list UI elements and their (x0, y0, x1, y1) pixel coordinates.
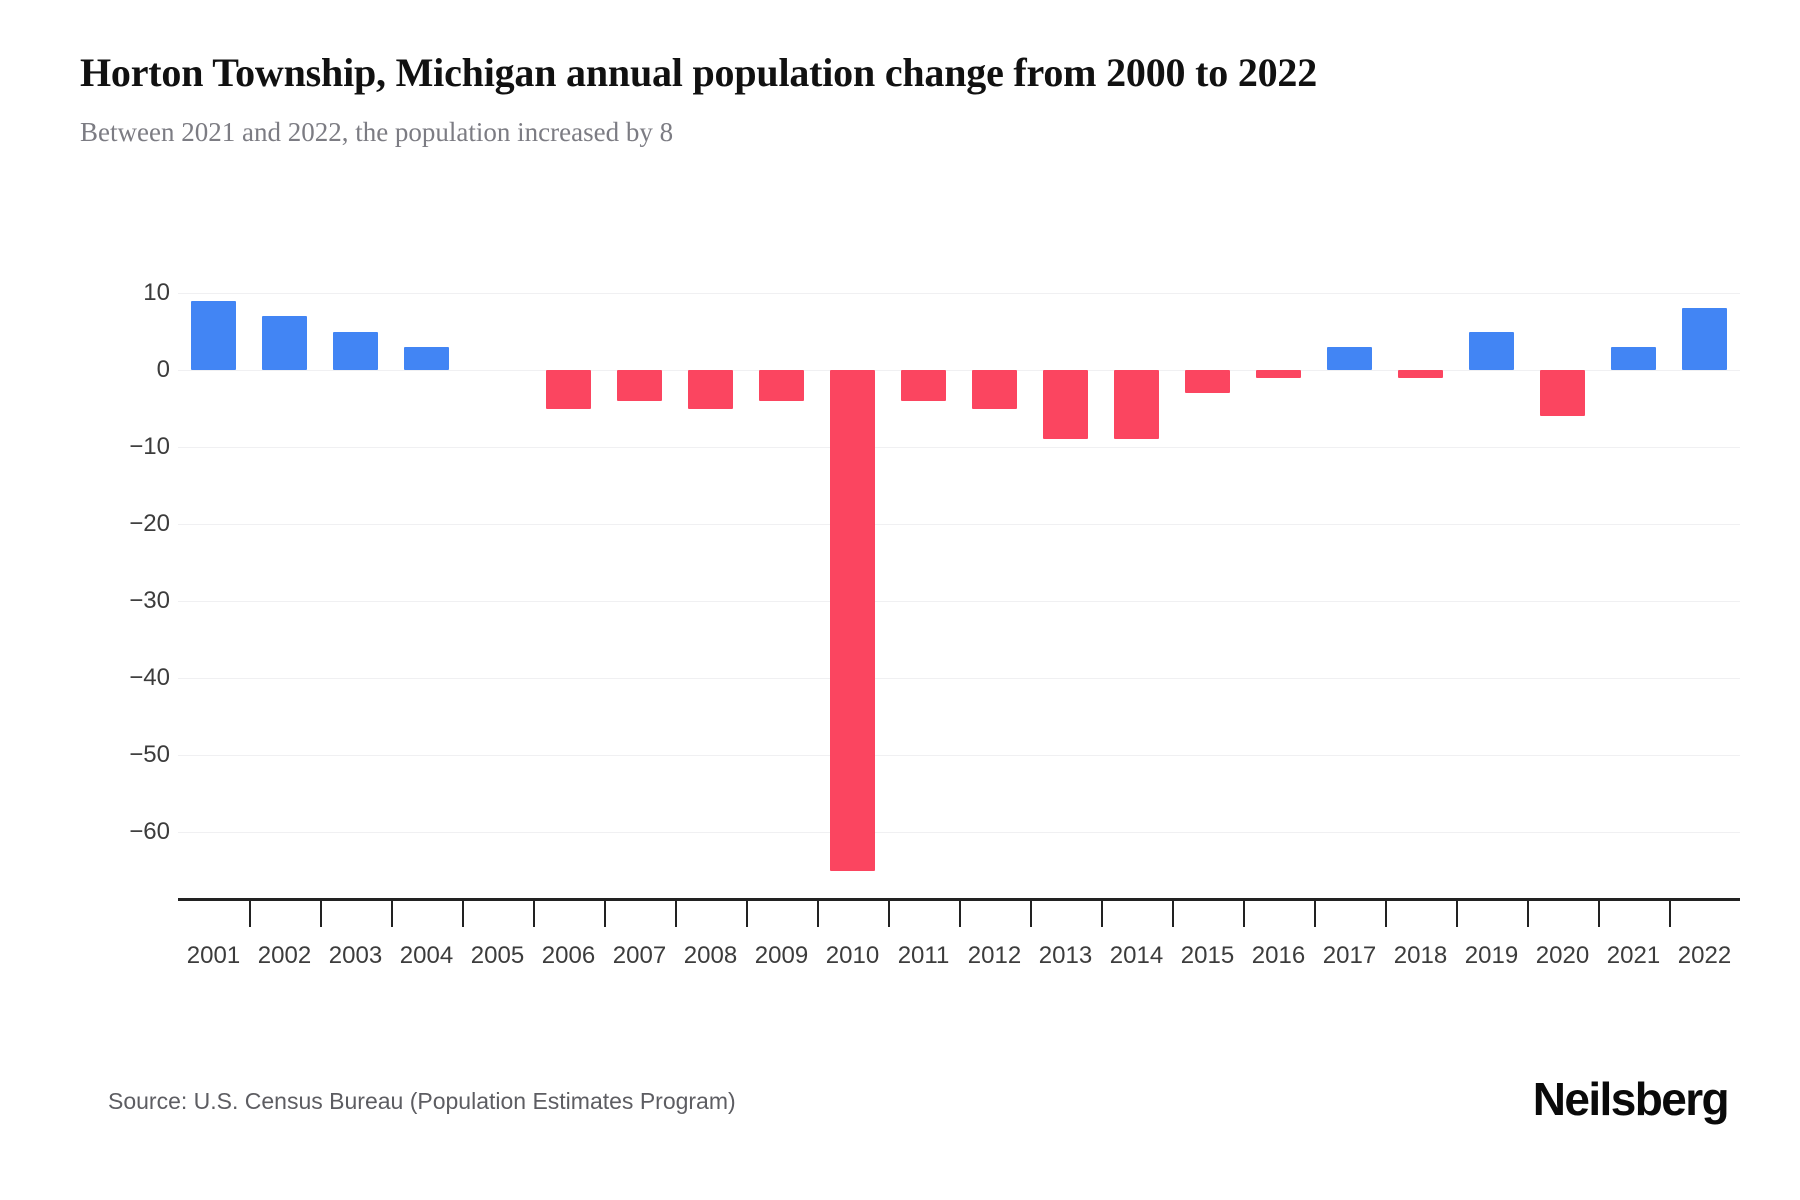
x-axis-tick-label: 2004 (399, 942, 454, 969)
gridline (178, 370, 1740, 371)
x-axis-tick-label: 2007 (612, 942, 667, 969)
x-axis-tick (675, 901, 677, 927)
brand-logo: Neilsberg (1532, 1073, 1730, 1125)
x-axis-tick (249, 901, 251, 927)
x-axis-tick (1669, 901, 1671, 927)
gridline (178, 447, 1740, 448)
x-axis-tick (1598, 901, 1600, 927)
bar-2018[interactable] (1398, 370, 1443, 378)
x-axis-tick (817, 901, 819, 927)
y-axis-labels: 10 0 −10 −20 −30 −40 −50 −60 (0, 0, 170, 1200)
y-axis-tick-label: 10 (143, 279, 170, 306)
x-axis-tick (1314, 901, 1316, 927)
bar-2002[interactable] (262, 316, 307, 370)
bar-2009[interactable] (759, 370, 804, 401)
x-axis-tick-label: 2015 (1180, 942, 1235, 969)
bar-2003[interactable] (333, 331, 378, 370)
x-axis-ticks (178, 0, 1740, 1200)
bar-2017[interactable] (1327, 346, 1372, 370)
x-axis-tick (959, 901, 961, 927)
bar-2022[interactable] (1682, 308, 1727, 370)
x-axis-tick-label: 2021 (1606, 942, 1661, 969)
bar-2010[interactable] (830, 370, 875, 871)
x-axis-tick (391, 901, 393, 927)
page-title: Horton Township, Michigan annual populat… (80, 50, 1318, 95)
x-axis-tick (604, 901, 606, 927)
x-axis-tick-label: 2019 (1464, 942, 1519, 969)
bar-2020[interactable] (1540, 370, 1585, 417)
y-axis-tick-label: 0 (156, 356, 170, 383)
chart-bars (178, 0, 1740, 1200)
gridline (178, 524, 1740, 525)
x-axis-tick-label: 2010 (825, 942, 880, 969)
x-axis-tick-label: 2009 (754, 942, 809, 969)
chart-gridlines (178, 0, 1740, 1200)
x-axis-tick-label: 2011 (897, 942, 950, 969)
x-axis-tick-label: 2014 (1109, 942, 1164, 969)
bar-2004[interactable] (404, 346, 449, 370)
bar-2001[interactable] (191, 300, 236, 370)
chart-subtitle: Between 2021 and 2022, the population in… (80, 117, 674, 147)
x-axis-tick-label: 2018 (1393, 942, 1448, 969)
x-axis-tick (1030, 901, 1032, 927)
bar-2021[interactable] (1611, 346, 1656, 370)
x-axis-tick (1385, 901, 1387, 927)
x-axis-tick-label: 2022 (1677, 942, 1732, 969)
x-axis-tick-label: 2013 (1038, 942, 1093, 969)
y-axis-tick-label: −50 (129, 741, 170, 768)
x-axis-tick (1243, 901, 1245, 927)
x-axis-tick-label: 2008 (683, 942, 738, 969)
gridline (178, 601, 1740, 602)
bar-2012[interactable] (972, 370, 1017, 409)
x-axis-tick-label: 2017 (1322, 942, 1377, 969)
x-axis-tick-label: 2016 (1251, 942, 1306, 969)
bar-2016[interactable] (1256, 370, 1301, 378)
x-axis-tick (1456, 901, 1458, 927)
bar-2014[interactable] (1114, 370, 1159, 440)
gridline (178, 678, 1740, 679)
bar-2011[interactable] (901, 370, 946, 401)
y-axis-tick-label: −40 (129, 664, 170, 691)
bar-2019[interactable] (1469, 331, 1514, 370)
y-axis-tick-label: −60 (129, 818, 170, 845)
gridline (178, 832, 1740, 833)
gridline (178, 755, 1740, 756)
y-axis-tick-label: −30 (129, 587, 170, 614)
x-axis-tick-label: 2012 (967, 942, 1022, 969)
x-axis-tick-label: 2020 (1535, 942, 1590, 969)
bar-2007[interactable] (617, 370, 662, 401)
x-axis-tick (1527, 901, 1529, 927)
x-axis-tick (746, 901, 748, 927)
bar-2006[interactable] (546, 370, 591, 409)
x-axis-tick (1172, 901, 1174, 927)
x-axis-tick (533, 901, 535, 927)
y-axis-tick-label: −20 (129, 510, 170, 537)
x-axis-tick-label: 2002 (257, 942, 312, 969)
chart-header: Horton Township, Michigan annual populat… (80, 48, 1760, 150)
gridline (178, 293, 1740, 294)
bar-2013[interactable] (1043, 370, 1088, 440)
x-axis-tick (1101, 901, 1103, 927)
x-axis-tick (320, 901, 322, 927)
x-axis-labels: 2001 2002 2003 2004 2005 2006 2007 2008 2009 2010… (178, 0, 1740, 1200)
x-axis-tick-label: 2005 (470, 942, 525, 969)
source-note: Source: U.S. Census Bureau (Population E… (108, 1088, 736, 1114)
y-axis-tick-label: −10 (129, 433, 170, 460)
x-axis-tick-label: 2003 (328, 942, 383, 969)
bar-2015[interactable] (1185, 370, 1230, 394)
x-axis-tick (462, 901, 464, 927)
x-axis-tick (888, 901, 890, 927)
x-axis-tick-label: 2001 (186, 942, 241, 969)
x-axis-line (178, 898, 1740, 901)
bar-2008[interactable] (688, 370, 733, 409)
x-axis-tick-label: 2006 (541, 942, 596, 969)
